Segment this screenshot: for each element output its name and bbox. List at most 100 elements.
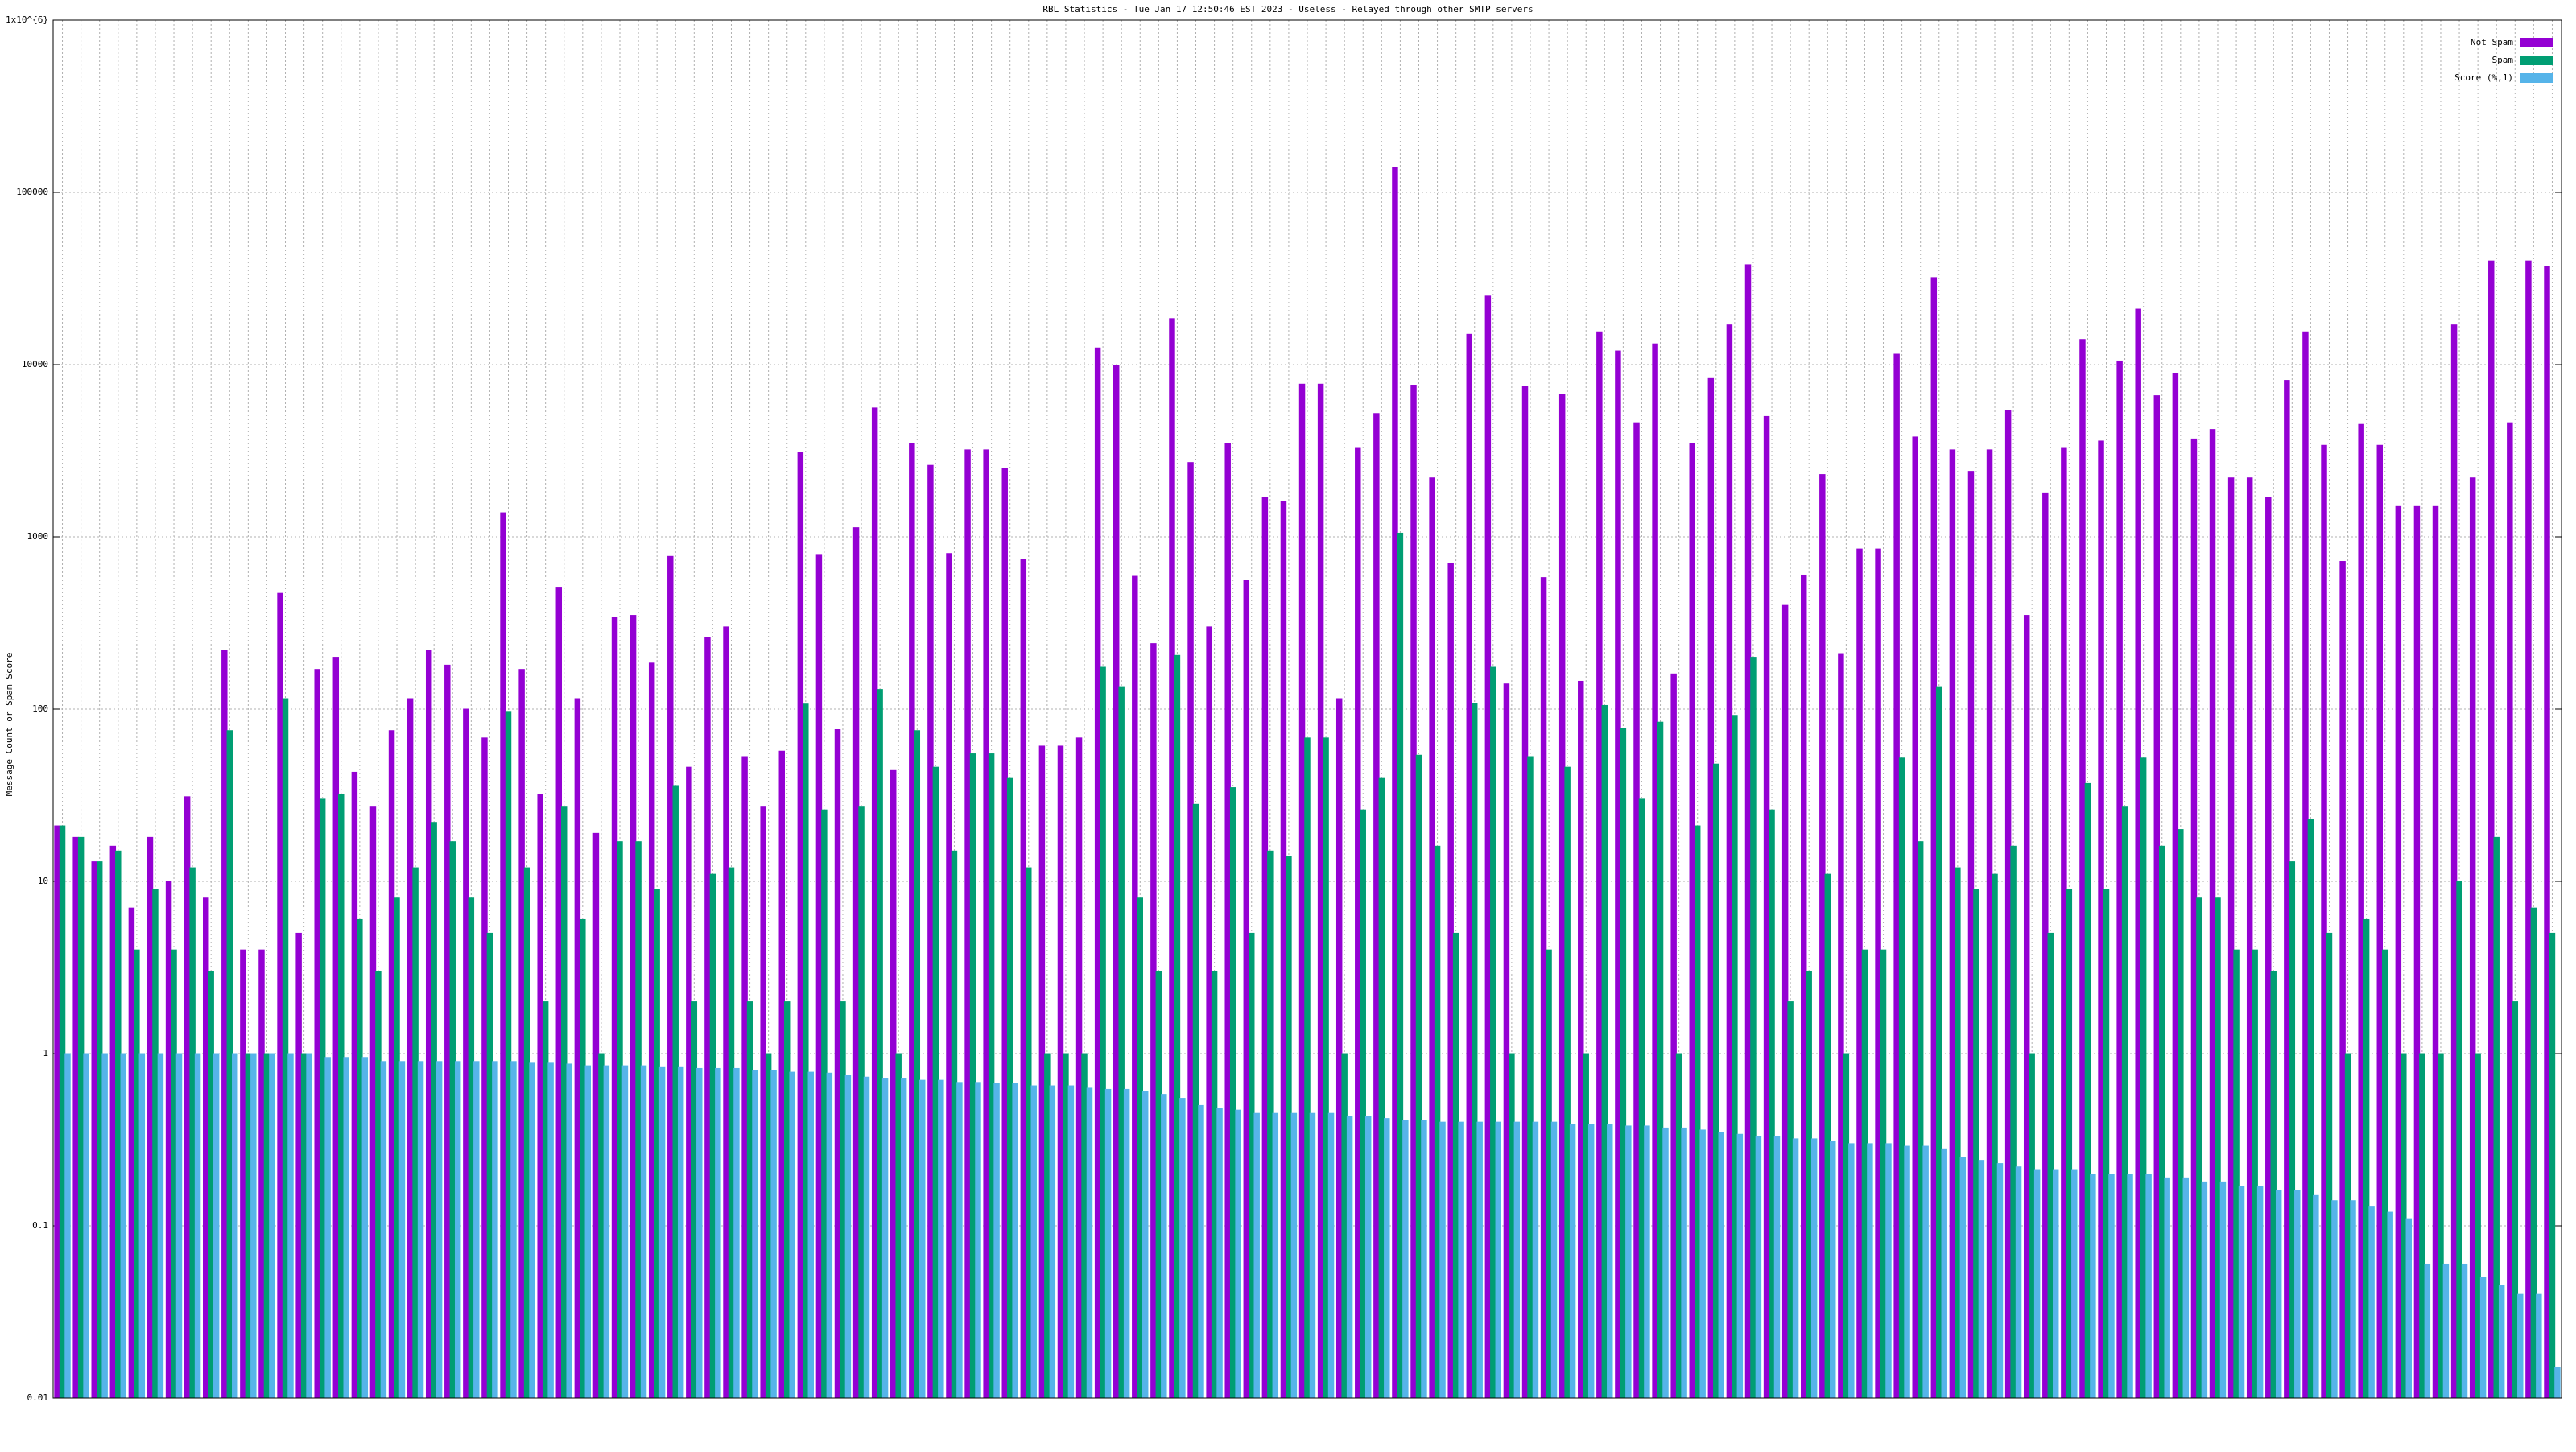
bar bbox=[101, 1053, 108, 1399]
y-axis-label: Message Count or Spam Score bbox=[4, 653, 14, 797]
bar bbox=[510, 1061, 517, 1399]
bar bbox=[574, 698, 581, 1399]
bar bbox=[454, 1061, 461, 1399]
bar bbox=[523, 867, 530, 1399]
bar bbox=[648, 662, 655, 1399]
bar bbox=[444, 664, 451, 1399]
bar bbox=[2196, 897, 2202, 1399]
bar bbox=[2475, 1053, 2481, 1399]
bar bbox=[2307, 819, 2314, 1399]
bar bbox=[213, 1053, 220, 1399]
bar bbox=[1243, 580, 1250, 1399]
bar bbox=[2079, 339, 2086, 1399]
bar bbox=[2507, 422, 2513, 1399]
bar bbox=[1625, 1125, 1632, 1399]
bar bbox=[1503, 683, 1510, 1399]
bar bbox=[2256, 1186, 2264, 1399]
bar bbox=[1638, 798, 1645, 1399]
bar bbox=[1118, 686, 1125, 1399]
bar bbox=[1100, 666, 1106, 1399]
bar bbox=[1917, 841, 1924, 1399]
bar bbox=[1848, 1143, 1855, 1399]
bar bbox=[1652, 343, 1658, 1399]
y-tick-label: 1 bbox=[43, 1048, 48, 1058]
bar bbox=[500, 512, 506, 1399]
bar bbox=[1317, 383, 1324, 1399]
bar bbox=[1986, 449, 1993, 1399]
bar bbox=[746, 1001, 753, 1399]
bar bbox=[1384, 1118, 1390, 1399]
bar bbox=[1272, 1112, 1279, 1399]
bar bbox=[667, 555, 674, 1399]
bar bbox=[269, 1053, 275, 1399]
bar bbox=[1898, 757, 1905, 1399]
bar bbox=[691, 1001, 698, 1399]
bar bbox=[1607, 1124, 1613, 1399]
bar bbox=[2432, 505, 2439, 1399]
bar bbox=[1769, 809, 1775, 1399]
bar bbox=[417, 1061, 424, 1399]
bar bbox=[1744, 264, 1752, 1399]
bar bbox=[1546, 949, 1552, 1399]
bar bbox=[2525, 260, 2532, 1399]
bar bbox=[1922, 1145, 1929, 1399]
bar bbox=[1020, 559, 1027, 1399]
bar bbox=[2363, 918, 2370, 1399]
bar bbox=[2116, 360, 2123, 1399]
bar bbox=[2469, 477, 2476, 1399]
bar bbox=[2275, 1190, 2282, 1399]
bar bbox=[2368, 1206, 2375, 1399]
bar bbox=[938, 1079, 944, 1399]
bar bbox=[2029, 1053, 2035, 1399]
bar bbox=[1978, 1160, 1985, 1399]
legend-swatch bbox=[2520, 73, 2553, 83]
bar bbox=[890, 769, 897, 1399]
bar bbox=[1094, 347, 1101, 1399]
bar bbox=[752, 1070, 758, 1399]
bar bbox=[2350, 1200, 2356, 1399]
bar bbox=[1044, 1053, 1051, 1399]
bar bbox=[919, 1079, 926, 1399]
bar bbox=[2461, 1263, 2468, 1399]
bar bbox=[240, 949, 246, 1399]
bar bbox=[2103, 889, 2110, 1399]
bar bbox=[2401, 1053, 2407, 1399]
bar bbox=[1856, 548, 1863, 1399]
bar bbox=[815, 554, 823, 1399]
bar bbox=[1216, 1108, 1223, 1399]
bar bbox=[1452, 932, 1459, 1399]
bar bbox=[2530, 907, 2537, 1399]
bar bbox=[157, 1053, 164, 1399]
bar bbox=[1057, 745, 1064, 1399]
bar bbox=[789, 1071, 795, 1399]
bar bbox=[1967, 471, 1975, 1399]
bar bbox=[2108, 1174, 2115, 1399]
bar bbox=[1049, 1085, 1056, 1399]
bar bbox=[672, 785, 679, 1399]
bar bbox=[704, 637, 711, 1399]
bar bbox=[83, 1053, 89, 1399]
bar bbox=[1657, 721, 1664, 1399]
bar bbox=[407, 698, 414, 1399]
bar bbox=[1569, 1124, 1576, 1399]
bar bbox=[1755, 1136, 1762, 1399]
bar bbox=[1587, 1124, 1595, 1399]
bar bbox=[147, 836, 154, 1399]
bar bbox=[2004, 410, 2012, 1399]
bar bbox=[547, 1062, 554, 1399]
bar bbox=[2015, 1166, 2022, 1399]
bar bbox=[1893, 353, 1900, 1399]
bar bbox=[840, 1001, 846, 1399]
bar bbox=[1819, 474, 1826, 1399]
bar bbox=[1327, 1112, 1335, 1399]
bar bbox=[1249, 932, 1255, 1399]
bar bbox=[2023, 615, 2030, 1399]
bar bbox=[1466, 333, 1473, 1399]
bar bbox=[1429, 477, 1435, 1399]
bar bbox=[1304, 737, 1311, 1399]
bar bbox=[783, 1001, 791, 1399]
bar bbox=[492, 1061, 498, 1399]
bar bbox=[1335, 698, 1343, 1399]
bar bbox=[677, 1066, 684, 1399]
bar bbox=[1806, 971, 1812, 1399]
